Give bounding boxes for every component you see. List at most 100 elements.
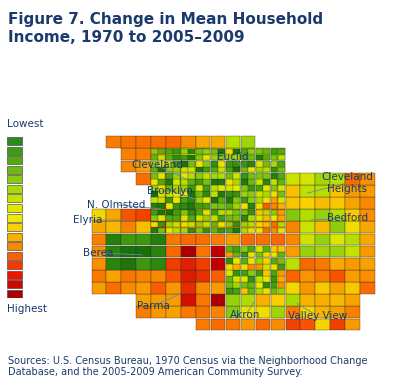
Bar (345, 307, 360, 318)
Bar (256, 161, 270, 173)
Bar (226, 258, 240, 270)
Bar (256, 276, 263, 282)
Bar (300, 209, 315, 221)
Bar (121, 149, 136, 160)
Bar (151, 167, 158, 173)
Bar (151, 149, 166, 160)
Bar (196, 209, 211, 221)
Bar (360, 258, 375, 270)
Bar (151, 173, 166, 185)
Bar (211, 197, 218, 203)
Text: N. Olmsted: N. Olmsted (87, 200, 145, 210)
Bar (181, 233, 195, 245)
Bar (316, 282, 330, 294)
Bar (233, 283, 240, 288)
Bar (360, 197, 375, 209)
Bar (226, 185, 240, 197)
Bar (174, 167, 180, 173)
Bar (226, 191, 233, 197)
Bar (345, 270, 360, 282)
Bar (226, 319, 240, 330)
Bar (196, 246, 211, 257)
Bar (345, 209, 360, 221)
Bar (203, 149, 210, 154)
Bar (248, 246, 255, 252)
Bar (233, 191, 240, 197)
Bar (203, 173, 210, 179)
Bar (248, 179, 255, 185)
Bar (166, 197, 173, 203)
Bar (330, 221, 345, 233)
Bar (360, 233, 375, 245)
Bar (241, 161, 255, 173)
Bar (345, 319, 360, 330)
Bar (271, 173, 285, 185)
Bar (271, 149, 285, 160)
Bar (248, 167, 255, 173)
Text: Lowest: Lowest (7, 119, 43, 129)
Bar (226, 221, 240, 233)
Bar (166, 191, 173, 197)
Bar (181, 161, 188, 166)
Bar (211, 179, 218, 185)
Bar (174, 173, 180, 179)
Bar (188, 216, 195, 221)
Bar (241, 258, 248, 264)
Bar (248, 283, 255, 288)
Bar (278, 161, 285, 166)
Bar (181, 149, 195, 160)
Bar (174, 191, 180, 197)
Bar (330, 173, 345, 185)
Bar (256, 185, 270, 197)
Bar (226, 209, 240, 221)
Bar (226, 210, 233, 215)
Bar (196, 161, 203, 166)
Bar (241, 264, 248, 270)
Bar (151, 221, 166, 233)
Bar (256, 246, 270, 257)
Bar (166, 173, 173, 179)
Bar (158, 228, 165, 233)
Bar (196, 282, 211, 294)
Bar (166, 233, 181, 245)
Bar (107, 246, 121, 257)
Bar (278, 197, 285, 203)
Bar (166, 149, 173, 154)
Bar (211, 155, 218, 160)
Bar (181, 294, 195, 306)
Bar (7, 233, 22, 241)
Bar (136, 246, 151, 257)
Bar (256, 191, 263, 197)
Bar (158, 179, 165, 185)
Bar (300, 173, 315, 185)
Bar (278, 283, 285, 288)
Bar (203, 191, 210, 197)
Bar (211, 173, 218, 179)
Bar (233, 252, 240, 257)
Bar (300, 319, 315, 330)
Bar (166, 258, 181, 270)
Bar (181, 258, 195, 270)
Bar (226, 258, 233, 264)
Bar (166, 167, 173, 173)
Bar (241, 252, 248, 257)
Bar (188, 210, 195, 215)
Bar (248, 216, 255, 221)
Bar (196, 167, 203, 173)
Bar (263, 216, 270, 221)
Bar (174, 210, 180, 215)
Bar (300, 294, 315, 306)
Bar (271, 258, 285, 270)
Bar (241, 179, 248, 185)
Bar (211, 216, 218, 221)
Bar (278, 155, 285, 160)
Bar (263, 222, 270, 227)
Bar (188, 161, 195, 166)
Bar (263, 191, 270, 197)
Bar (248, 271, 255, 276)
Bar (233, 185, 240, 191)
Bar (271, 216, 277, 221)
Bar (196, 222, 203, 227)
Bar (7, 147, 22, 154)
Bar (181, 179, 188, 185)
